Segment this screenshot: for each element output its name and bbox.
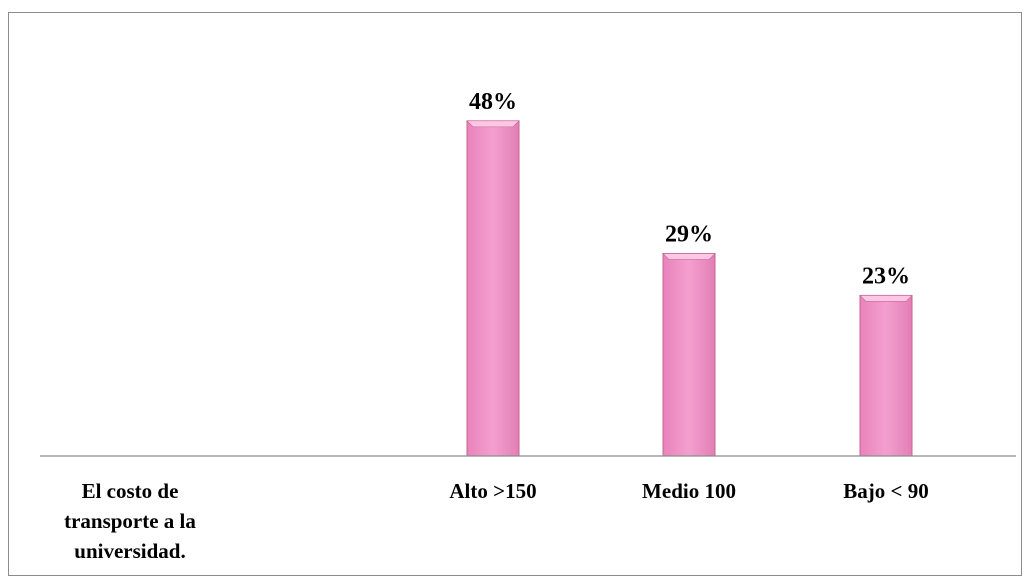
bar-2: [662, 253, 716, 457]
bar-1: [466, 120, 520, 457]
bar-top-bevel-1: [466, 120, 520, 128]
category-label-2: Medio 100: [642, 479, 736, 503]
data-label-3: 23%: [862, 263, 910, 289]
row-label-line-2: transporte a la: [64, 509, 196, 533]
category-label-1: Alto >150: [449, 479, 536, 503]
data-label-1: 48%: [469, 89, 517, 115]
bar-top-bevel-3: [859, 295, 913, 302]
row-label-line-1: El costo de: [82, 479, 179, 503]
category-label-3: Bajo < 90: [843, 479, 928, 503]
bar-3: [859, 294, 913, 457]
bars-layer: [466, 120, 913, 457]
labels-layer: El costo de transporte a la universidad.…: [64, 89, 929, 563]
data-label-2: 29%: [665, 222, 713, 248]
bar-top-bevel-2: [662, 253, 716, 260]
row-label-line-3: universidad.: [74, 539, 185, 563]
